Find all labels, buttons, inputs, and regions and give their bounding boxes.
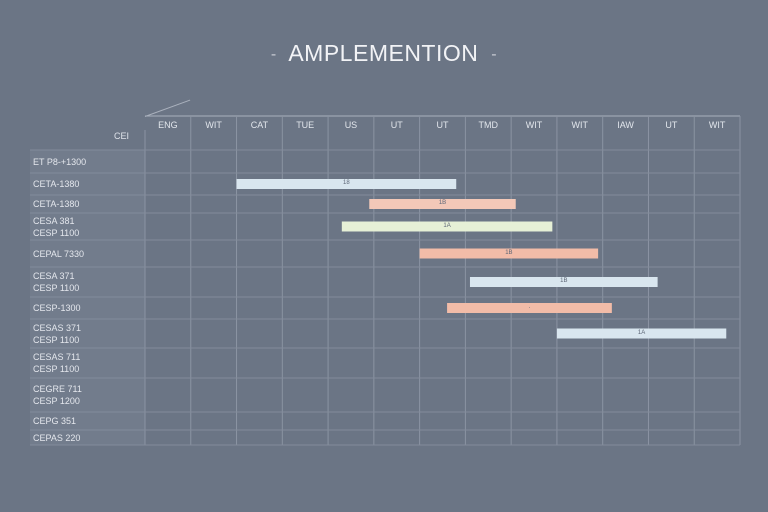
column-header: ENG	[158, 120, 178, 130]
task-bar[interactable]	[419, 248, 599, 259]
column-header: WIT	[205, 120, 222, 130]
column-header: TMD	[478, 120, 499, 130]
task-bar-label: 1A	[637, 329, 646, 336]
task-bar[interactable]	[447, 303, 612, 313]
column-header: UT	[390, 120, 403, 130]
row-label: CESA 381 CESP 1100	[33, 215, 80, 238]
column-header: UT	[665, 120, 678, 130]
task-bar[interactable]	[469, 277, 658, 287]
task-bar-label: 1B	[438, 200, 447, 206]
task-bar[interactable]	[556, 328, 727, 339]
title-dash-left: -	[270, 45, 277, 63]
chart-title: - AMPLEMENTION -	[0, 40, 768, 67]
row-label: CEGRE 711 CESP 1200	[33, 384, 82, 406]
row-label: CESAS 371 CESP 1100	[33, 322, 82, 345]
task-bar-label: 1B	[560, 278, 568, 284]
row-label: CETA-1380	[33, 199, 80, 209]
title-dash-right: -	[491, 45, 498, 63]
row-label: CETA-1380	[33, 179, 80, 189]
column-header: US	[344, 120, 358, 130]
task-bar-label: 1A	[443, 222, 451, 229]
task-bar-label: 1B	[505, 249, 513, 256]
row-label: CEPAL 7330	[33, 248, 85, 259]
task-bar-label: .	[528, 304, 531, 310]
row-label: CESP-1300	[33, 303, 81, 313]
task-bar[interactable]	[341, 221, 553, 232]
column-header: WIT	[708, 120, 726, 130]
column-header: CAT	[250, 120, 269, 130]
row-header-label: CEI	[114, 131, 130, 141]
row-label: CESA 371 CESP 1100	[33, 271, 80, 293]
column-header: WIT	[571, 120, 589, 130]
row-label: ET P8-+1300	[33, 156, 87, 167]
task-bar[interactable]	[236, 179, 457, 189]
column-header: TUE	[296, 120, 315, 130]
row-label: CESAS 711 CESP 1100	[33, 352, 81, 374]
chart-title-text: AMPLEMENTION	[288, 40, 479, 66]
column-header: IAW	[617, 120, 634, 130]
column-header: WIT	[525, 120, 543, 130]
task-bar-label: 18	[343, 180, 350, 186]
task-bar[interactable]	[369, 199, 516, 209]
row-label: CEPG 351	[33, 416, 77, 426]
row-label: CEPAS 220	[33, 432, 81, 443]
column-header: UT	[436, 120, 449, 130]
